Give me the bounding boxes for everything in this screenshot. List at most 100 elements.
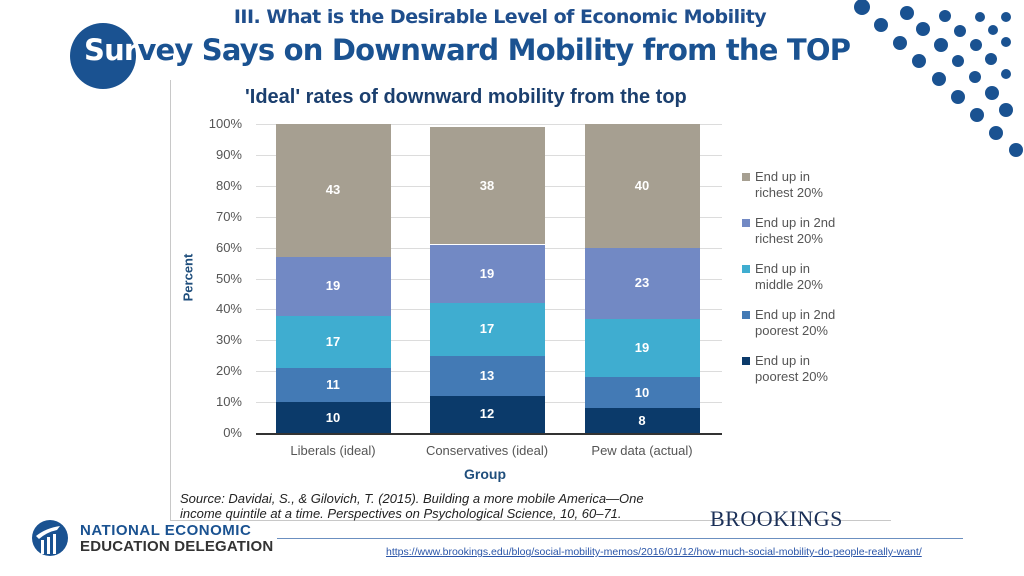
decorative-dot	[916, 22, 930, 36]
decorative-dot	[970, 108, 984, 122]
bar-segment: 19	[584, 318, 700, 378]
y-tick-label: 60%	[215, 239, 242, 255]
decorative-dot	[932, 72, 946, 86]
y-tick-label: 20%	[215, 363, 242, 379]
bar-segment: 38	[429, 127, 545, 245]
y-tick-label: 40%	[215, 301, 242, 317]
bar-segment: 13	[429, 355, 545, 396]
bar-segment: 17	[275, 315, 391, 369]
legend-label: middle 20%	[755, 277, 823, 292]
legend-item: End up in middle 20%	[742, 261, 865, 293]
legend-item: End up in richest 20%	[742, 169, 865, 201]
section-title: III. What is the Desirable Level of Econ…	[233, 6, 767, 28]
decorative-dot	[952, 55, 964, 67]
x-tick-label: Liberals (ideal)	[290, 443, 376, 458]
decorative-dot	[900, 6, 914, 20]
decorative-dot	[954, 25, 966, 37]
chart-frame	[170, 80, 891, 521]
x-tick-label: Pew data (actual)	[591, 443, 693, 458]
brookings-logo: BROOKINGS	[710, 506, 843, 531]
y-tick-label: 70%	[215, 208, 242, 224]
source-url-link[interactable]: https://www.brookings.edu/blog/social-mo…	[386, 546, 922, 558]
x-tick-label: Conservatives (ideal)	[425, 443, 549, 458]
x-axis-label: Group	[464, 466, 506, 482]
data-label: 23	[634, 275, 650, 291]
decorative-dot	[951, 90, 965, 104]
bar-segment: 10	[584, 377, 700, 409]
y-tick-label: 50%	[215, 270, 242, 286]
decorative-dot	[988, 25, 998, 35]
bar-segment: 11	[275, 368, 391, 403]
legend-label: End up in	[755, 261, 810, 276]
footer-divider	[277, 538, 963, 539]
data-label: 17	[325, 333, 341, 349]
legend-label: End up in 2nd	[755, 307, 836, 322]
decorative-dot	[1001, 37, 1011, 47]
page-title: Survey Says on Downward Mobility from th…	[84, 33, 851, 67]
legend-swatch	[742, 311, 750, 319]
bar-segment: 19	[429, 244, 545, 304]
legend-swatch	[742, 265, 750, 273]
gridline	[256, 124, 722, 125]
legend-item: End up in 2nd poorest 20%	[742, 307, 865, 339]
data-label: 19	[325, 278, 341, 294]
legend-swatch	[742, 173, 750, 181]
data-label: 10	[325, 409, 341, 425]
legend-label: poorest 20%	[755, 323, 828, 338]
decorative-dot	[874, 18, 888, 32]
org-name-line-2: EDUCATION DELEGATION	[80, 538, 274, 555]
legend-swatch	[742, 357, 750, 365]
data-label: 40	[634, 177, 650, 193]
data-label: 13	[479, 367, 495, 383]
source-line-1: Source: Davidai, S., & Gilovich, T. (201…	[180, 491, 644, 506]
decorative-dot	[912, 54, 926, 68]
decorative-dot	[999, 103, 1013, 117]
legend-item: End up in poorest 20%	[742, 353, 865, 385]
data-label: 11	[326, 377, 340, 393]
y-tick-label: 10%	[215, 394, 242, 410]
bar-segment: 23	[584, 247, 700, 319]
page-title-highlight: Sur	[84, 33, 138, 67]
decorative-dot	[970, 39, 982, 51]
legend-label: richest 20%	[755, 185, 823, 200]
bar-segment: 10	[275, 402, 391, 433]
bar-segment: 8	[584, 408, 700, 433]
y-tick-label: 0%	[223, 425, 242, 440]
y-tick-label: 80%	[215, 177, 242, 193]
data-label: 12	[479, 406, 495, 422]
decorative-dot	[854, 0, 870, 15]
data-label: 19	[479, 265, 495, 281]
y-tick-label: 100%	[208, 116, 242, 131]
decorative-dot	[975, 12, 985, 22]
title-circle-decoration	[70, 23, 136, 89]
legend-label: richest 20%	[755, 231, 823, 246]
decorative-dot	[1001, 12, 1011, 22]
bar-segment: 12	[429, 395, 545, 433]
legend-label: poorest 20%	[755, 369, 828, 384]
data-label: 38	[479, 177, 495, 193]
bar-segment: 40	[584, 124, 700, 248]
decorative-dot	[934, 38, 948, 52]
y-tick-label: 90%	[215, 146, 242, 162]
data-label: 17	[479, 321, 495, 337]
need-logo-icon	[32, 520, 68, 556]
legend-item: End up in 2nd richest 20%	[742, 215, 865, 247]
org-name-line-1: NATIONAL ECONOMIC	[80, 522, 252, 539]
bar-segment: 17	[429, 303, 545, 356]
decorative-dot	[893, 36, 907, 50]
x-axis-line	[256, 433, 722, 435]
data-label: 10	[634, 384, 650, 400]
bar-segment: 43	[275, 124, 391, 257]
source-line-2: income quintile at a time. Perspectives …	[180, 506, 622, 521]
decorative-dot	[1009, 143, 1023, 157]
bar-segment: 19	[275, 256, 391, 316]
y-tick-label: 30%	[215, 332, 242, 348]
decorative-dot	[985, 53, 997, 65]
chart-title: 'Ideal' rates of downward mobility from …	[245, 86, 687, 108]
legend-label: End up in	[755, 353, 810, 368]
source-citation: Source: Davidai, S., & Gilovich, T. (201…	[180, 491, 644, 521]
decorative-dot	[985, 86, 999, 100]
data-label: 19	[634, 340, 650, 355]
legend-swatch	[742, 219, 750, 227]
page-title-rest: vey Says on Downward Mobility from the T…	[137, 33, 851, 67]
